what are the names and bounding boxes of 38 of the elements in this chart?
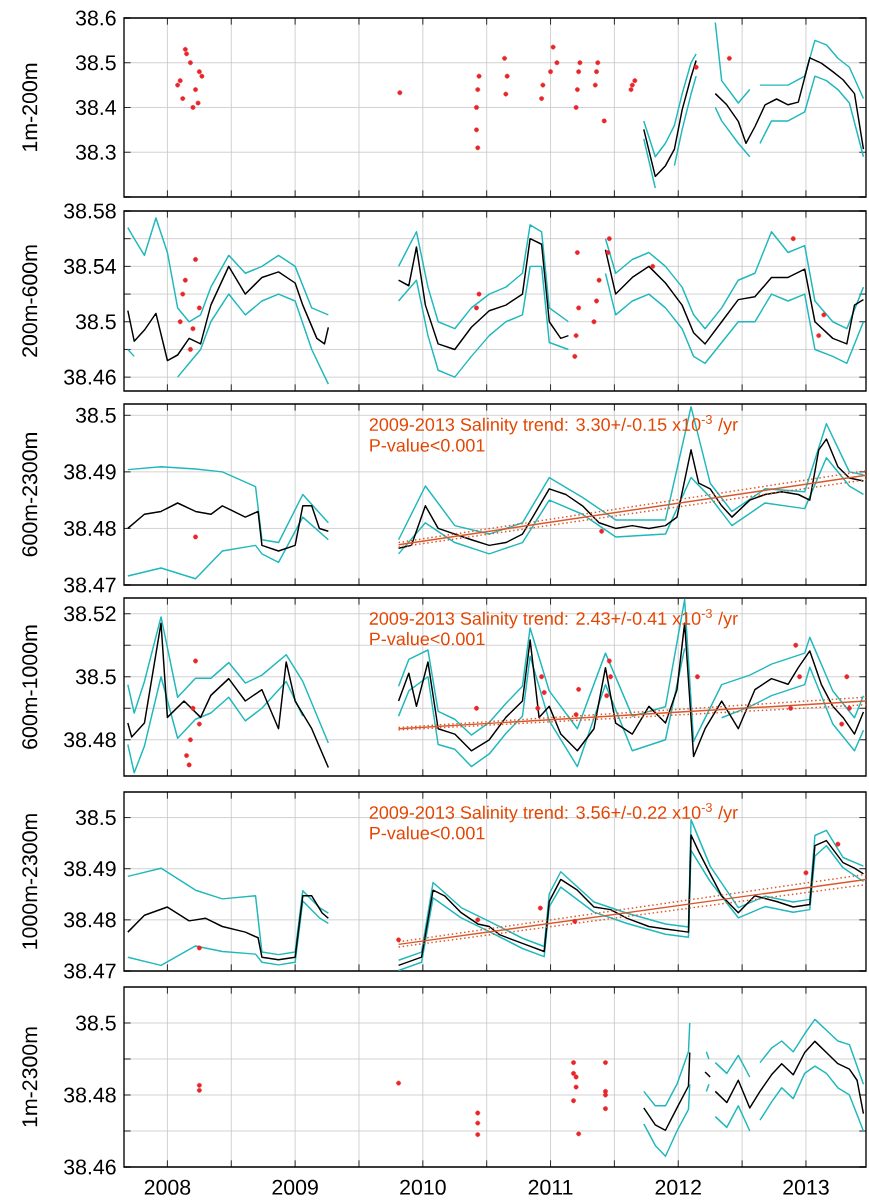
y-tick-label: 38.5 [75, 314, 116, 330]
y-tick-label: 38.52 [64, 606, 116, 622]
y-tick-label: 38.4 [75, 99, 116, 116]
y-tick-label: 38.5 [75, 407, 116, 423]
x-tick-label: 2012 [655, 1179, 701, 1195]
x-tick-label: 2008 [144, 1179, 191, 1195]
annotation: P-value<0.001 [370, 826, 485, 840]
y-axis-title: 1m-200m [22, 63, 38, 151]
y-tick-label: 38.49 [64, 861, 116, 877]
y-tick-label: 38.58 [64, 203, 116, 219]
annotation: P-value<0.001 [370, 632, 485, 646]
y-axis-title: 600m-1000m [22, 625, 38, 749]
annotation: P-value<0.001 [370, 438, 485, 452]
y-tick-label: 38.48 [64, 520, 116, 536]
y-tick-label: 38.49 [64, 464, 116, 480]
y-tick-label: 38.46 [64, 369, 116, 385]
y-tick-label: 38.5 [75, 55, 116, 71]
annotation: 2009-2013 Salinity trend: 3.56+/-0.22 x10$^{-3}$ /yr [369, 802, 738, 823]
y-tick-label: 38.47 [64, 963, 116, 979]
y-axis-title: 600m-2300m [22, 433, 38, 557]
x-tick-label: 2011 [528, 1179, 573, 1195]
y-tick-label: 38.47 [64, 577, 116, 593]
y-tick-label: 38.46 [64, 1159, 116, 1175]
y-axis-title: 1000m-2300m [22, 814, 38, 949]
x-tick-label: 2010 [400, 1179, 446, 1195]
y-tick-label: 38.3 [75, 144, 116, 160]
y-tick-label: 38.5 [75, 669, 116, 685]
x-tick-label: 2013 [783, 1179, 829, 1195]
y-axis-title: 1m-2300m [22, 1027, 38, 1127]
y-axis-title: 200m-600m [22, 245, 38, 357]
y-tick-label: 38.5 [75, 810, 116, 826]
y-tick-label: 38.48 [64, 732, 116, 748]
y-tick-label: 38.48 [64, 912, 116, 928]
x-tick-label: 2009 [272, 1179, 318, 1195]
y-tick-label: 38.6 [75, 10, 116, 26]
y-tick-label: 38.54 [64, 258, 116, 274]
y-tick-label: 38.48 [64, 1087, 116, 1103]
y-tick-label: 38.5 [75, 1015, 116, 1031]
